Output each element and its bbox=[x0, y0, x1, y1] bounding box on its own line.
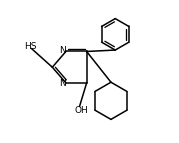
Text: HS: HS bbox=[24, 42, 36, 51]
Text: OH: OH bbox=[75, 106, 88, 115]
Text: N: N bbox=[59, 46, 66, 55]
Text: N: N bbox=[59, 79, 66, 88]
